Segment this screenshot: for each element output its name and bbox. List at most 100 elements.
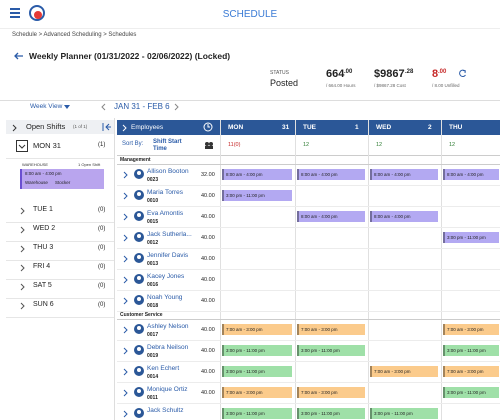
shift-block[interactable] — [297, 324, 365, 335]
shift-block[interactable] — [222, 190, 292, 201]
employee-name[interactable]: Maria Torres — [147, 189, 184, 196]
row-line — [117, 361, 500, 362]
shift-block[interactable] — [222, 408, 292, 419]
view-select[interactable]: Week View — [30, 103, 63, 110]
stat-caption: / $9867.28 Cost — [374, 83, 406, 88]
shift-time: 8:00 am - 4:00 pm — [447, 172, 484, 177]
card-time: 8:00 am - 4:00 pm — [25, 171, 62, 176]
shift-block[interactable] — [222, 345, 292, 356]
header-line — [117, 155, 500, 156]
employee-hours: 40.00 — [201, 369, 215, 375]
shift-time: 3:00 pm - 11:00 pm — [226, 369, 265, 374]
menu-icon[interactable] — [10, 8, 22, 18]
shift-block[interactable] — [443, 169, 499, 180]
shift-block[interactable] — [370, 408, 438, 419]
day-shift-count: 12 — [376, 142, 383, 148]
stat-value: 664 — [326, 68, 345, 80]
sort-value[interactable]: Shift Start Time — [153, 139, 182, 152]
day-label: THU 3 — [33, 244, 54, 251]
shift-block[interactable] — [370, 169, 438, 180]
shift-block[interactable] — [297, 387, 365, 398]
shift-block[interactable] — [222, 366, 292, 377]
shift-block[interactable] — [443, 345, 499, 356]
employee-name[interactable]: Jack Sutherla... — [147, 231, 192, 238]
collapse-icon — [102, 123, 111, 131]
expand-box[interactable] — [16, 140, 28, 152]
day-count: (1) — [98, 142, 106, 148]
chevron — [123, 347, 128, 355]
chevron — [123, 368, 128, 376]
employee-name[interactable]: Noah Young — [147, 294, 183, 301]
shift-block[interactable] — [443, 387, 499, 398]
refresh-icon[interactable] — [458, 69, 467, 78]
open-shift-card[interactable] — [20, 169, 104, 189]
employee-name[interactable]: Eva Amontis — [147, 210, 184, 217]
shift-block[interactable] — [222, 169, 292, 180]
chevron-down — [18, 144, 26, 149]
stat-fraction: .00 — [344, 69, 353, 75]
sort-label[interactable]: Sort By: — [122, 141, 144, 147]
clock-icon — [203, 122, 213, 132]
date-range: JAN 31 - FEB 6 — [114, 102, 170, 111]
column-divider — [441, 120, 442, 420]
shift-time: 8:00 am - 4:00 pm — [301, 214, 338, 219]
avatar — [134, 295, 144, 305]
day-count: (0) — [98, 207, 106, 213]
shift-block[interactable] — [370, 366, 438, 377]
shift-block[interactable] — [222, 324, 292, 335]
card-location: WAREHOUSE — [22, 162, 49, 167]
row-line — [117, 290, 500, 291]
day-name: WED — [376, 124, 392, 131]
shift-time: 3:00 pm - 11:00 pm — [374, 411, 413, 416]
employee-id: 0015 — [147, 219, 159, 225]
chevron — [123, 192, 128, 200]
shift-block[interactable] — [297, 211, 365, 222]
shift-block[interactable] — [297, 345, 365, 356]
chevron — [123, 234, 128, 242]
chevron — [122, 124, 127, 132]
back-arrow[interactable] — [14, 52, 24, 60]
day-label: FRI 4 — [33, 263, 51, 270]
employee-name[interactable]: Jack Schultz — [147, 407, 184, 414]
group-line — [117, 164, 500, 165]
shift-block[interactable] — [443, 324, 499, 335]
avatar — [134, 211, 144, 221]
shift-time: 3:00 pm - 11:00 pm — [226, 193, 265, 198]
employee-name[interactable]: Jennifer Davis — [147, 252, 189, 259]
employee-name[interactable]: Ken Echert — [147, 365, 180, 372]
shift-block[interactable] — [370, 211, 438, 222]
day-row-line — [6, 158, 114, 159]
employee-hours: 40.00 — [201, 256, 215, 262]
shift-block[interactable] — [443, 232, 499, 243]
employee-id: 0018 — [147, 303, 159, 309]
avatar — [134, 387, 144, 397]
card-detail: Stocker — [55, 180, 71, 185]
day-count: (0) — [98, 226, 106, 232]
employee-name[interactable]: Allison Booton — [147, 168, 189, 175]
open-shifts-panel — [6, 118, 115, 420]
day-row-line — [6, 279, 114, 280]
employee-id: 0013 — [147, 261, 159, 267]
employee-id: 0016 — [147, 282, 159, 288]
employee-name[interactable]: Debra Neilson — [147, 344, 189, 351]
avatar — [134, 408, 144, 418]
avatar — [134, 366, 144, 376]
shift-block[interactable] — [443, 366, 499, 377]
row-line — [117, 248, 500, 249]
prev-week[interactable] — [100, 103, 106, 111]
column-divider — [368, 120, 369, 420]
next-week[interactable] — [174, 103, 180, 111]
shift-time: 3:00 pm - 11:00 pm — [447, 235, 486, 240]
employee-name[interactable]: Ashley Nelson — [147, 323, 189, 330]
shift-block[interactable] — [297, 169, 365, 180]
employee-name[interactable]: Kacey Jones — [147, 273, 185, 280]
day-name: TUE — [303, 124, 316, 131]
row-line — [117, 185, 500, 186]
employee-name[interactable]: Monique Ortiz — [147, 386, 188, 393]
breadcrumb[interactable]: Schedule > Advanced Scheduling > Schedul… — [12, 32, 137, 38]
day-count: (0) — [98, 264, 106, 270]
grid-header — [117, 120, 500, 135]
avatar — [134, 274, 144, 284]
shift-block[interactable] — [222, 387, 292, 398]
shift-block[interactable] — [297, 408, 365, 419]
